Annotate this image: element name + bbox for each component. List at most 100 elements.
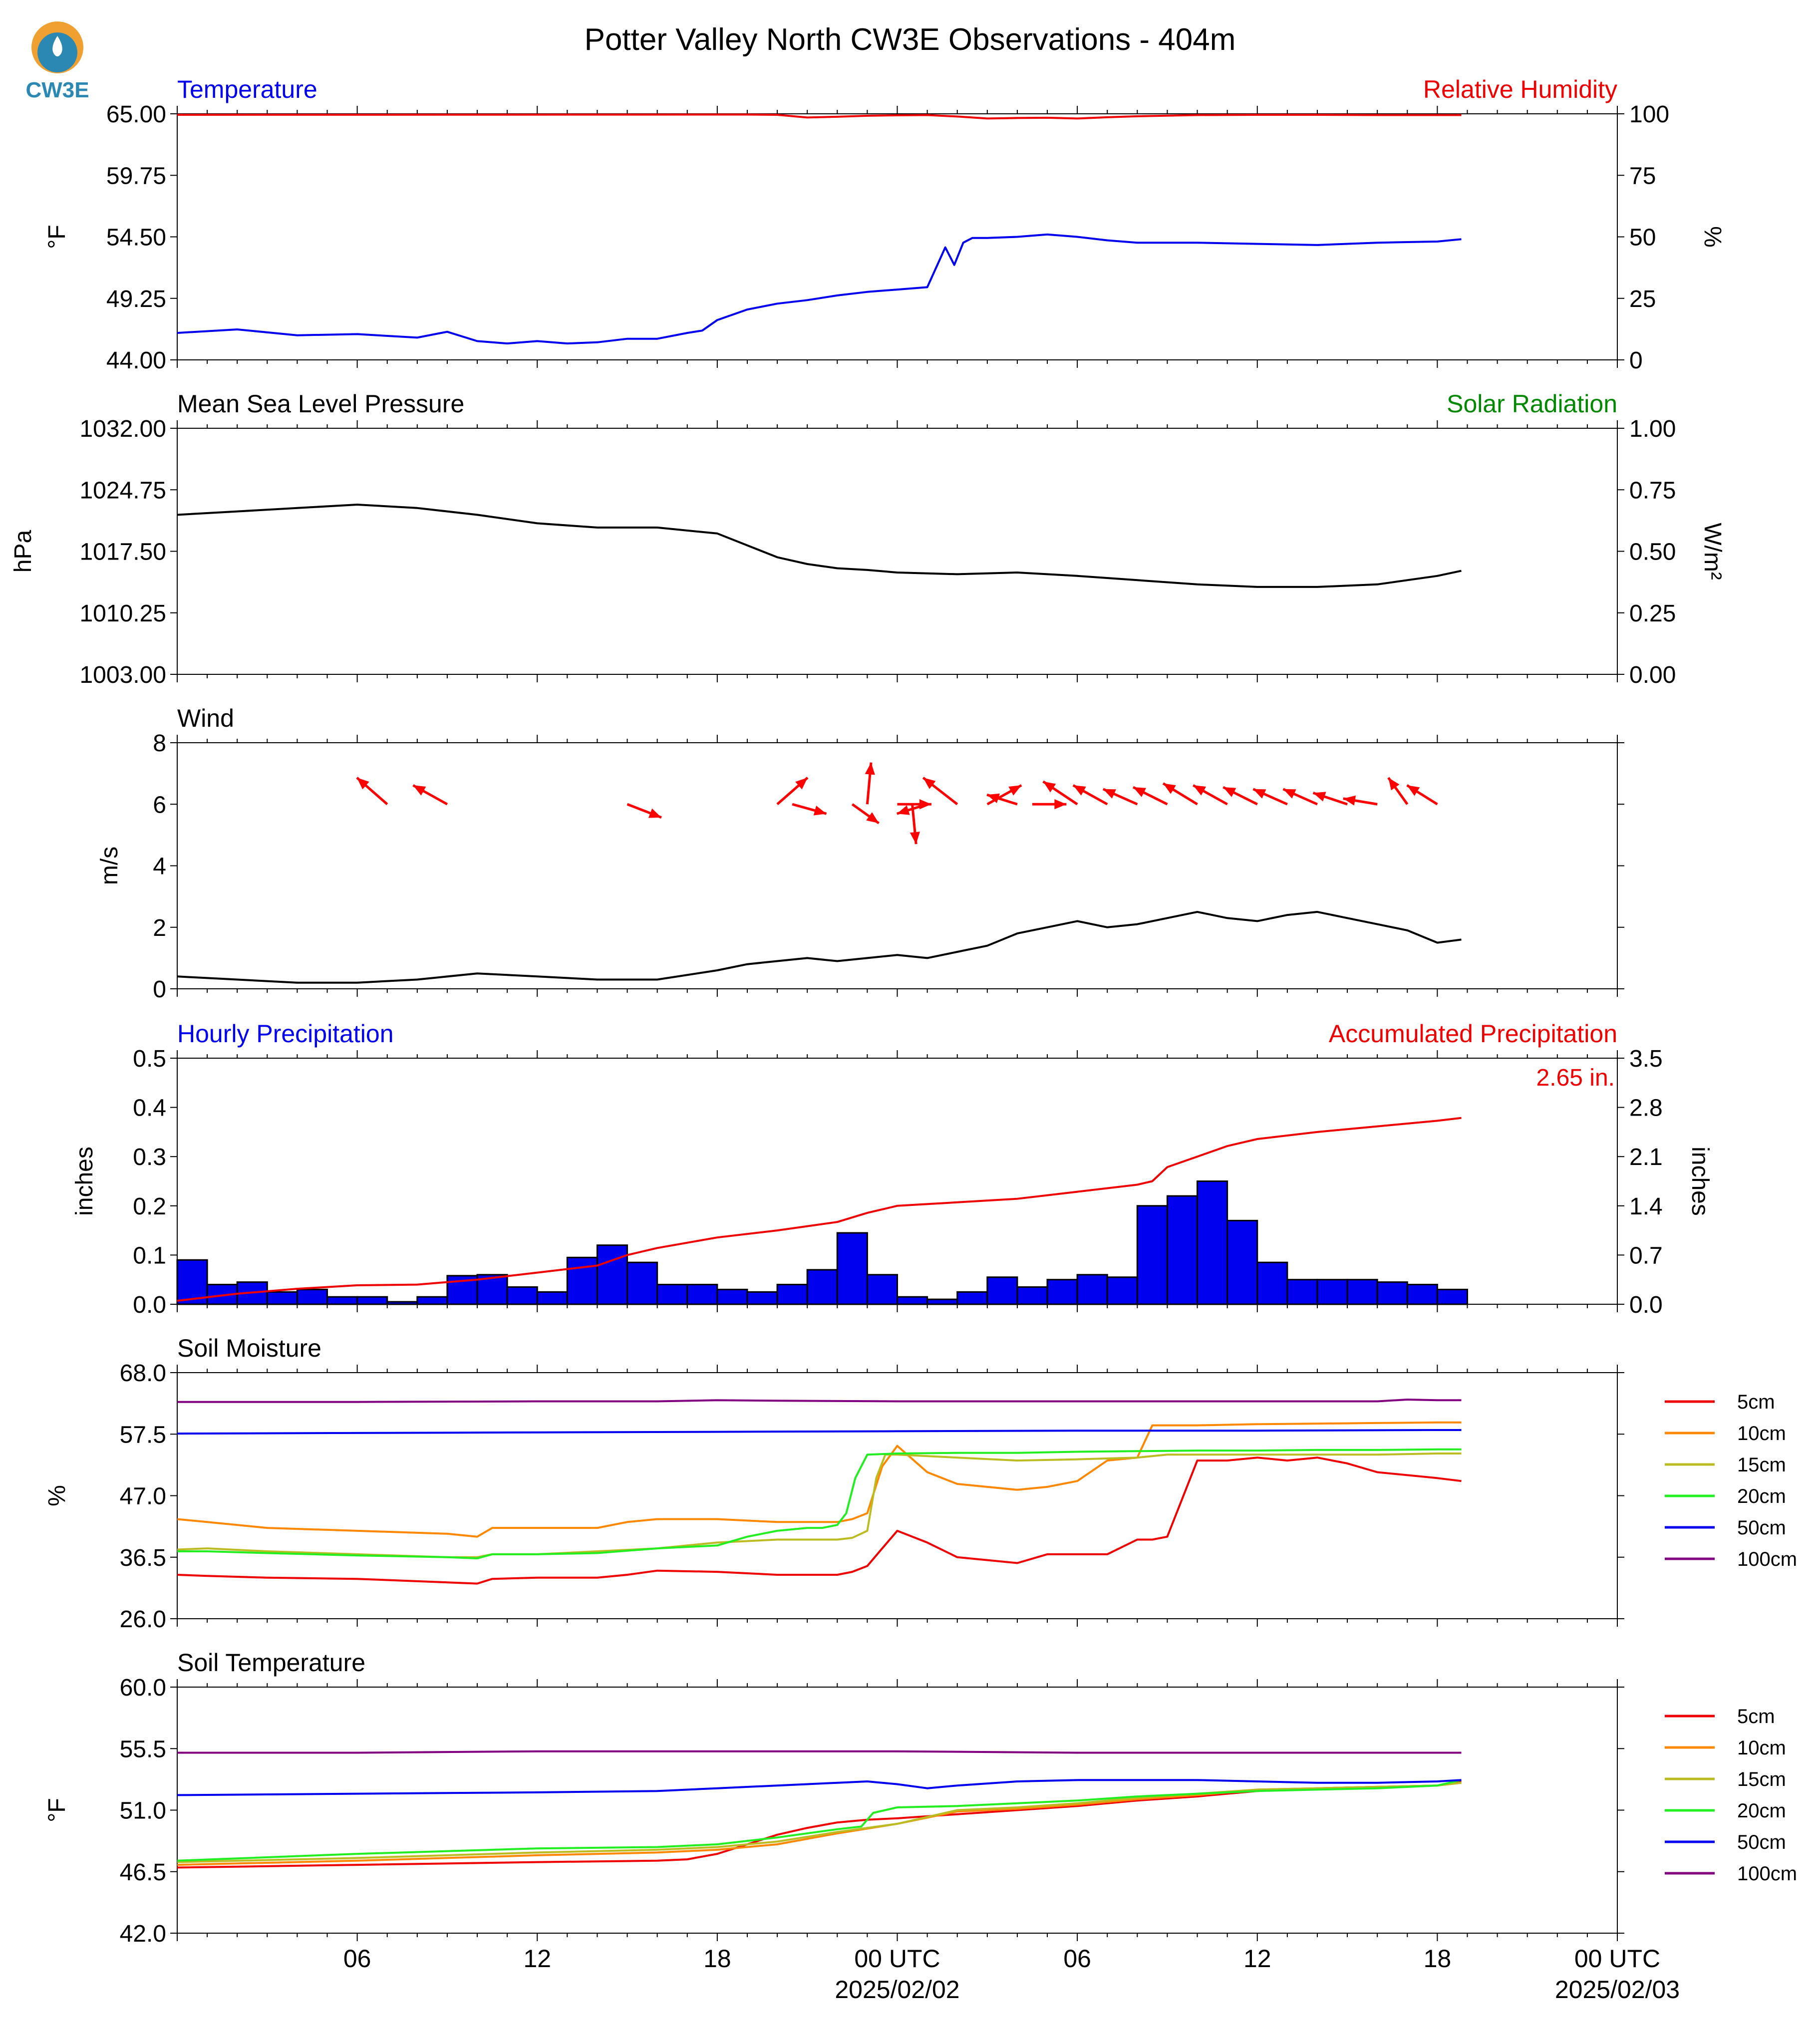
y-tick-label-right: 1.00 xyxy=(1629,416,1676,442)
y-axis-label-left: hPa xyxy=(10,530,36,573)
y-tick-label-left: 1024.75 xyxy=(79,477,166,504)
y-tick-label-right: 0.0 xyxy=(1629,1292,1663,1318)
wind-arrow-head xyxy=(923,778,936,789)
y-tick-label-left: 1010.25 xyxy=(79,600,166,627)
panel-title-left: Temperature xyxy=(177,75,317,103)
y-axis-label-left: °F xyxy=(44,225,70,249)
y-tick-label-left: 55.5 xyxy=(120,1736,166,1762)
y-tick-label-left: 65.00 xyxy=(106,101,166,128)
panel-title-right: Accumulated Precipitation xyxy=(1329,1020,1617,1048)
series-line-temperature xyxy=(177,233,1462,345)
panel-temperature: 44.00 49.25 54.50 59.75 65.00 0 25 50 75 100 Tempe… xyxy=(44,75,1726,374)
precip-bar xyxy=(956,1291,988,1305)
precip-bar xyxy=(626,1261,658,1305)
logo-text: CW3E xyxy=(25,78,89,102)
y-tick-label-left: 46.5 xyxy=(120,1859,166,1886)
precip-bar xyxy=(866,1274,899,1305)
wind-arrow-head xyxy=(1133,787,1146,797)
legend-label: 100cm xyxy=(1737,1863,1797,1885)
x-tick-label: 00 UTC xyxy=(854,1945,940,1973)
precip-bar xyxy=(566,1256,598,1305)
series-line-accumulated-precipitation xyxy=(177,1117,1462,1302)
panel-title-left: Soil Moisture xyxy=(177,1334,321,1362)
y-axis-label-right: W/m² xyxy=(1699,523,1726,580)
wind-arrow-head xyxy=(1343,795,1356,806)
x-date-label: 2025/02/03 xyxy=(1555,1976,1680,2004)
wind-arrow-head xyxy=(1054,799,1067,810)
precip-bar xyxy=(536,1291,568,1305)
panel-title-left: Hourly Precipitation xyxy=(177,1020,394,1048)
precip-bar xyxy=(296,1288,328,1305)
panel-title-right: Solar Radiation xyxy=(1447,390,1617,418)
series-line-mean-sea-level-pressure xyxy=(177,504,1462,588)
panel-wind: 0 2 4 6 8 Wind m/s xyxy=(96,704,1624,1003)
series-line-20cm xyxy=(177,1448,1462,1560)
legend-label: 20cm xyxy=(1737,1800,1786,1822)
precip-bar xyxy=(897,1296,928,1305)
wind-arrow-head xyxy=(1313,792,1326,802)
cw3e-logo: CW3E xyxy=(25,21,89,102)
series-line-15cm xyxy=(177,1781,1462,1863)
panel-soil-temperature: 42.0 46.5 51.0 55.5 60.0 Soil Temperature °F 5c… xyxy=(44,1649,1797,2004)
y-tick-label-left: 49.25 xyxy=(106,286,166,312)
legend-label: 100cm xyxy=(1737,1548,1797,1570)
precip-bar xyxy=(1436,1288,1468,1305)
series-line-5cm xyxy=(177,1456,1462,1585)
y-tick-label-right: 75 xyxy=(1629,163,1656,189)
y-tick-label-right: 0.00 xyxy=(1629,662,1676,688)
x-tick-label: 06 xyxy=(343,1945,371,1973)
figure-title: Potter Valley North CW3E Observations - … xyxy=(585,22,1236,57)
y-tick-label-right: 0.25 xyxy=(1629,600,1676,627)
y-tick-label-right: 0.75 xyxy=(1629,477,1676,504)
precip-bar xyxy=(1256,1261,1288,1305)
precip-bar xyxy=(1226,1219,1258,1305)
precip-bar xyxy=(1316,1279,1348,1305)
wind-arrow-head xyxy=(1253,789,1266,799)
panels-group: 44.00 49.25 54.50 59.75 65.00 0 25 50 75 100 Tempe… xyxy=(10,75,1797,2004)
y-tick-label-left: 8 xyxy=(153,730,166,757)
precip-bar xyxy=(1136,1205,1168,1305)
legend-label: 5cm xyxy=(1737,1391,1775,1413)
series-line-10cm xyxy=(177,1421,1462,1538)
y-tick-label-left: 36.5 xyxy=(120,1545,166,1571)
legend-label: 10cm xyxy=(1737,1737,1786,1759)
wind-arrow-head xyxy=(356,778,369,790)
legend-label: 50cm xyxy=(1737,1517,1786,1539)
wind-arrow-head xyxy=(897,805,910,815)
y-tick-label-left: 0.2 xyxy=(133,1193,166,1220)
wind-arrow-head xyxy=(413,785,426,796)
wind-arrow-head xyxy=(1163,783,1176,794)
x-tick-label: 18 xyxy=(1424,1945,1452,1973)
y-tick-label-left: 68.0 xyxy=(120,1360,166,1387)
y-tick-label-left: 0.1 xyxy=(133,1242,166,1269)
precip-bar xyxy=(1016,1286,1048,1305)
precip-bar xyxy=(986,1276,1018,1305)
precip-bar xyxy=(1406,1284,1438,1305)
precip-bar xyxy=(416,1296,448,1305)
y-tick-label-left: 4 xyxy=(153,854,166,880)
precip-bar xyxy=(1197,1180,1228,1305)
y-tick-label-right: 1.4 xyxy=(1629,1193,1663,1220)
y-axis-label-left: inches xyxy=(71,1147,98,1216)
y-tick-label-left: 6 xyxy=(153,792,166,818)
x-tick-label: 12 xyxy=(1243,1945,1271,1973)
wind-arrow-head xyxy=(910,832,920,845)
precip-bar xyxy=(836,1232,868,1305)
precip-bar xyxy=(386,1301,418,1305)
series-line-wind-speed xyxy=(177,910,1462,984)
y-tick-label-left: 26.0 xyxy=(120,1606,166,1633)
series-line-50cm xyxy=(177,1429,1462,1435)
y-tick-label-left: 42.0 xyxy=(120,1921,166,1947)
y-tick-label-left: 1032.00 xyxy=(79,416,166,442)
precip-bar xyxy=(1046,1279,1078,1305)
series-line-relative-humidity xyxy=(177,113,1462,120)
precip-bar xyxy=(1166,1195,1199,1305)
y-tick-label-left: 2 xyxy=(153,915,166,941)
y-tick-label-left: 54.50 xyxy=(106,225,166,251)
precip-bar xyxy=(1106,1276,1138,1305)
wind-arrow-head xyxy=(1193,785,1207,796)
y-tick-label-right: 100 xyxy=(1629,101,1669,128)
precip-bar xyxy=(266,1291,298,1305)
y-axis-label-right: % xyxy=(1699,226,1726,248)
